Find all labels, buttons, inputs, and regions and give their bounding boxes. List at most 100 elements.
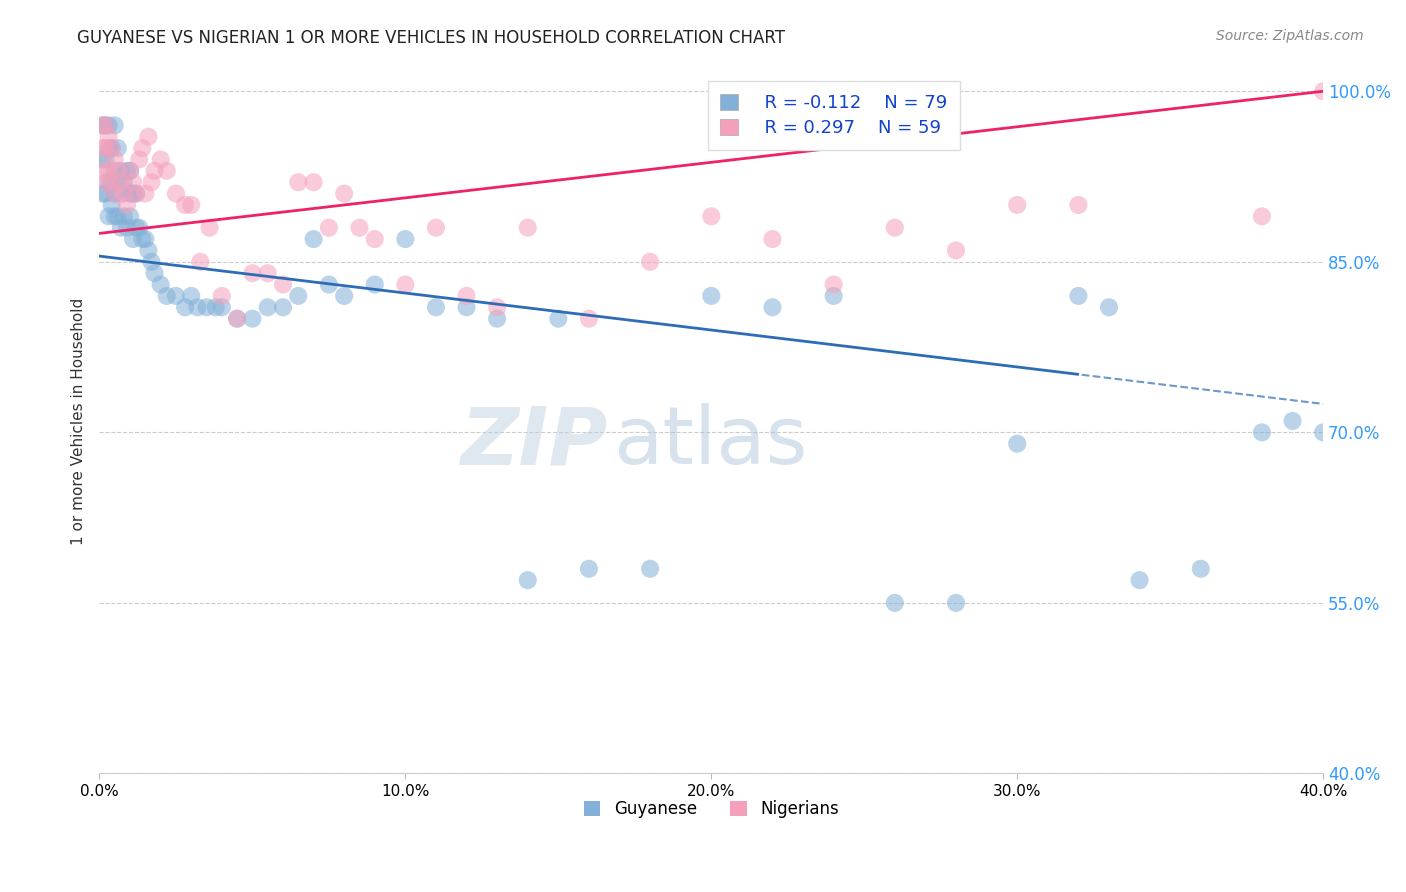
Point [100,175,122,189]
Point [134,186,156,201]
Point [425,220,447,235]
Point [256,266,278,280]
Point [141,255,163,269]
Point [94,153,117,167]
Point [226,311,249,326]
Point [110,164,132,178]
Text: GUYANESE VS NIGERIAN 1 OR MORE VEHICLES IN HOUSEHOLD CORRELATION CHART: GUYANESE VS NIGERIAN 1 OR MORE VEHICLES … [77,29,786,46]
Point [516,573,538,587]
Point [761,300,783,314]
Point [134,232,156,246]
Point [104,119,127,133]
Point [761,232,783,246]
Point [104,153,127,167]
Point [110,220,132,235]
Point [100,198,122,212]
Text: ZIP: ZIP [460,403,607,481]
Point [110,186,132,201]
Point [1281,414,1303,428]
Point [100,175,122,189]
Point [394,277,416,292]
Point [364,232,387,246]
Point [97,119,120,133]
Point [516,220,538,235]
Point [302,175,325,189]
Point [97,129,120,144]
Point [174,198,197,212]
Point [118,186,141,201]
Point [1251,425,1274,440]
Point [94,119,117,133]
Point [125,220,148,235]
Point [131,232,153,246]
Point [638,562,661,576]
Point [578,562,600,576]
Point [104,164,127,178]
Point [638,255,661,269]
Point [700,210,723,224]
Point [91,141,114,155]
Point [364,277,387,292]
Text: Source: ZipAtlas.com: Source: ZipAtlas.com [1216,29,1364,43]
Point [456,300,478,314]
Point [195,300,218,314]
Point [118,164,141,178]
Point [165,289,187,303]
Point [318,277,340,292]
Point [143,164,166,178]
Point [226,311,249,326]
Point [271,277,294,292]
Point [1189,562,1212,576]
Point [700,289,723,303]
Point [165,186,187,201]
Point [425,300,447,314]
Point [180,289,202,303]
Point [149,277,172,292]
Point [118,210,141,224]
Point [115,198,138,212]
Point [486,311,509,326]
Point [242,266,264,280]
Point [149,153,172,167]
Point [198,220,221,235]
Point [578,311,600,326]
Point [122,175,145,189]
Point [91,153,114,167]
Point [883,596,905,610]
Point [100,141,122,155]
Point [256,300,278,314]
Point [118,164,141,178]
Point [97,210,120,224]
Point [122,186,145,201]
Point [143,266,166,280]
Point [107,175,129,189]
Point [107,164,129,178]
Point [156,289,179,303]
Point [131,141,153,155]
Point [115,220,138,235]
Point [547,311,569,326]
Text: atlas: atlas [613,403,808,481]
Point [128,153,150,167]
Point [180,198,202,212]
Point [394,232,416,246]
Point [97,175,120,189]
Point [110,175,132,189]
Point [1251,210,1274,224]
Point [242,311,264,326]
Point [91,119,114,133]
Point [823,289,845,303]
Point [138,129,160,144]
Point [91,119,114,133]
Point [302,232,325,246]
Point [211,300,233,314]
Point [107,210,129,224]
Point [318,220,340,235]
Point [945,244,967,258]
Point [1005,436,1028,450]
Point [107,141,129,155]
Point [100,141,122,155]
Point [349,220,371,235]
Point [456,289,478,303]
Point [128,220,150,235]
